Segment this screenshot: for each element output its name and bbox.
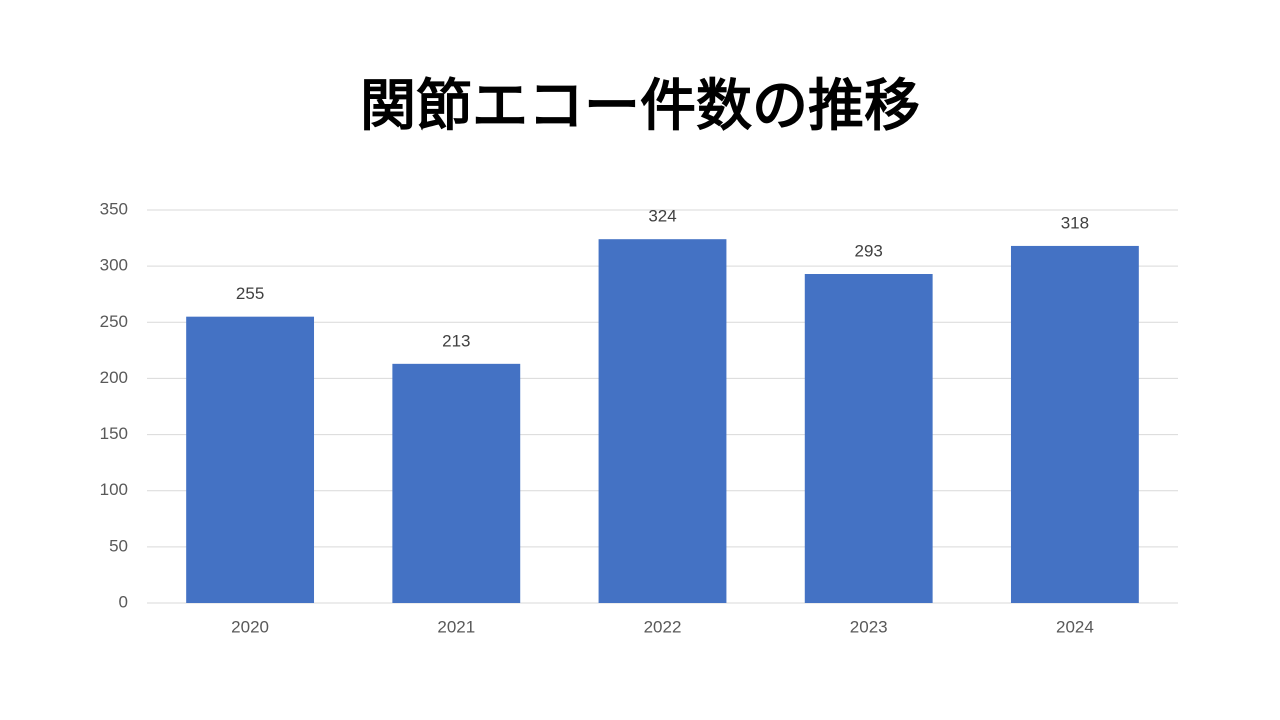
x-tick-label: 2020 <box>231 617 269 636</box>
bar <box>804 274 933 603</box>
x-tick-label: 2024 <box>1056 617 1094 636</box>
y-tick-label: 300 <box>100 256 128 275</box>
y-tick-label: 100 <box>100 480 128 499</box>
data-label: 318 <box>1061 213 1089 232</box>
y-tick-label: 250 <box>100 312 128 331</box>
data-label: 213 <box>442 331 470 350</box>
x-tick-label: 2023 <box>850 617 888 636</box>
y-tick-label: 50 <box>109 536 128 555</box>
bar <box>392 363 521 603</box>
bar <box>598 239 727 604</box>
y-tick-label: 350 <box>100 199 128 218</box>
chart-title: 関節エコー件数の推移 <box>360 74 920 139</box>
bar <box>1010 245 1139 603</box>
y-tick-label: 200 <box>100 368 128 387</box>
data-label: 293 <box>855 241 883 260</box>
data-label: 255 <box>236 284 264 303</box>
bar <box>186 316 315 603</box>
y-tick-label: 150 <box>100 424 128 443</box>
x-tick-label: 2022 <box>644 617 682 636</box>
y-tick-label: 0 <box>119 592 128 611</box>
data-label: 324 <box>648 207 676 226</box>
x-tick-label: 2021 <box>437 617 475 636</box>
